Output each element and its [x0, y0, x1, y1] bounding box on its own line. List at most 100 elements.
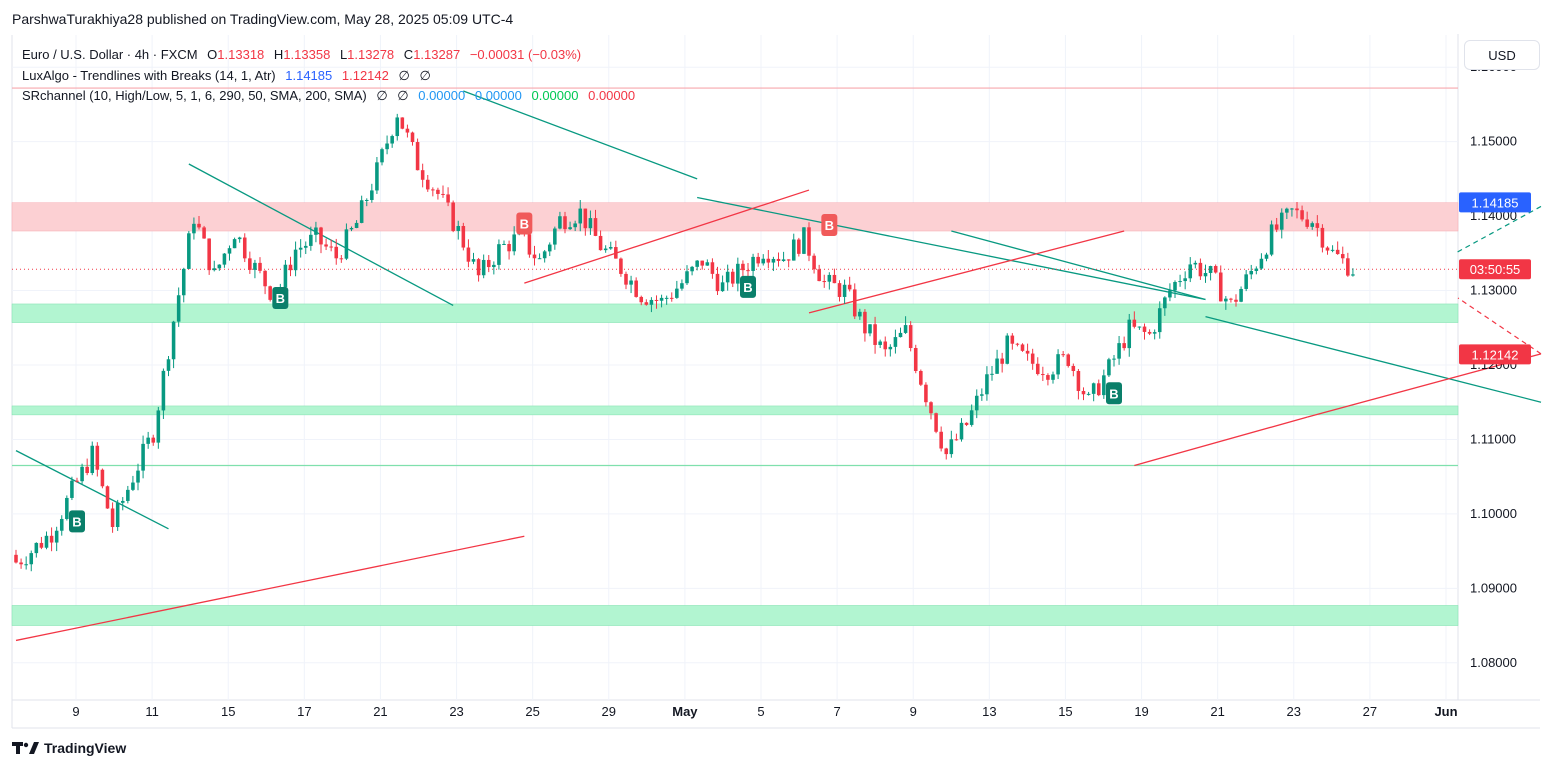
candle-body	[649, 299, 654, 305]
candle-body	[568, 227, 572, 230]
candle-body	[624, 273, 628, 285]
candle-body	[588, 218, 593, 229]
time-tick-label: 25	[525, 704, 539, 719]
price-labels: 1.14185 03:50:55 1.12142	[1459, 192, 1531, 365]
candle-body	[65, 497, 69, 519]
candle-body	[400, 117, 405, 129]
candle-body	[1310, 223, 1315, 227]
signal-badge-buy	[69, 510, 85, 533]
candle-body	[29, 553, 34, 565]
candle-body	[974, 395, 979, 411]
time-tick-label: 21	[1210, 704, 1224, 719]
candle-body	[344, 229, 349, 259]
trendline-red-projection	[1457, 297, 1542, 355]
candle-body	[842, 284, 847, 297]
tradingview-brand: TradingView	[44, 740, 127, 756]
candle-body	[481, 259, 486, 276]
candle-body	[1335, 249, 1340, 255]
symbol-name[interactable]: Euro / U.S. Dollar · 4h · FXCM	[22, 47, 198, 62]
open-value: 1.13318	[217, 47, 265, 62]
candle-body	[222, 253, 227, 265]
candle-body	[75, 480, 79, 482]
candle-body	[1163, 297, 1167, 309]
candle-body	[476, 259, 481, 276]
candle-body	[1224, 298, 1228, 302]
trendline-teal	[15, 450, 169, 530]
price-tick-label: 1.15000	[1470, 134, 1517, 149]
candle-body	[176, 295, 181, 322]
candle-body	[293, 249, 298, 271]
candle-body	[197, 223, 201, 228]
price-label-box	[1459, 344, 1531, 365]
candle-body	[954, 439, 959, 441]
candle-body	[746, 270, 750, 272]
candle-body	[1340, 254, 1345, 259]
legend-srchannel-row[interactable]: SRchannel (10, High/Low, 5, 1, 6, 290, 5…	[22, 86, 641, 107]
signal-badge-buy	[272, 287, 289, 309]
chart-legend: Euro / U.S. Dollar · 4h · FXCM O1.13318 …	[22, 45, 641, 107]
candle-body	[1076, 370, 1081, 391]
chart-grid	[11, 34, 1540, 729]
close-label: C	[403, 47, 414, 62]
luxalgo-upper: 1.14185	[285, 67, 333, 83]
signal-badge-sell	[821, 214, 838, 237]
candle-body	[431, 189, 435, 191]
candle-body	[1325, 247, 1330, 251]
candle-body	[364, 199, 369, 201]
candle-body	[1081, 390, 1086, 395]
signal-badge-text: B	[520, 217, 529, 232]
candle-body	[802, 227, 806, 254]
time-tick-label: 9	[910, 704, 917, 719]
resistance-zone	[11, 202, 1459, 232]
candle-body	[1290, 208, 1294, 210]
candle-body	[919, 370, 923, 385]
candle-body	[1244, 274, 1248, 289]
tradingview-logo[interactable]: TradingView	[12, 740, 126, 756]
candle-body	[237, 237, 242, 240]
candle-body	[1127, 319, 1132, 349]
candlesticks	[14, 113, 1355, 572]
candle-body	[283, 264, 288, 288]
close-value: 1.13287	[413, 47, 461, 62]
candle-body	[781, 259, 786, 262]
candle-body	[1315, 223, 1320, 228]
candle-body	[817, 269, 821, 282]
low-label: L	[339, 47, 348, 62]
candle-body	[1193, 262, 1198, 265]
price-label-box	[1459, 259, 1531, 280]
candle-body	[1183, 278, 1187, 282]
candle-body	[547, 244, 552, 252]
signal-badge-text: B	[72, 514, 81, 529]
candle-body	[1178, 281, 1182, 283]
candle-body	[90, 445, 95, 474]
candle-body	[847, 284, 852, 290]
legend-luxalgo-row[interactable]: LuxAlgo - Trendlines with Breaks (14, 1,…	[22, 66, 641, 87]
time-tick-label: 5	[757, 704, 764, 719]
candle-body	[354, 222, 359, 228]
trendline-teal-projection	[1454, 205, 1542, 254]
currency-button[interactable]: USD	[1464, 40, 1540, 70]
candle-body	[736, 263, 740, 284]
srchannel-value-4: 0.00000	[588, 88, 636, 103]
price-tick-label: 1.11000	[1470, 431, 1516, 446]
candle-body	[868, 324, 872, 334]
srchannel-empty-2: ∅	[397, 88, 409, 103]
signal-badge-buy	[740, 275, 756, 298]
candle-body	[359, 200, 364, 223]
time-tick-label: 19	[1134, 704, 1148, 719]
candle-body	[242, 237, 247, 259]
candle-body	[898, 332, 903, 338]
candle-body	[385, 143, 389, 150]
candle-body	[1249, 270, 1254, 275]
candle-body	[527, 234, 532, 255]
time-tick-label: 11	[145, 704, 159, 719]
candle-body	[1229, 298, 1233, 300]
candle-body	[1112, 358, 1116, 360]
candle-body	[1071, 365, 1076, 371]
candle-body	[126, 489, 130, 501]
support-zone	[11, 605, 1459, 626]
time-tick-label: 13	[982, 704, 996, 719]
candle-body	[659, 297, 664, 301]
high-label: H	[273, 47, 284, 62]
